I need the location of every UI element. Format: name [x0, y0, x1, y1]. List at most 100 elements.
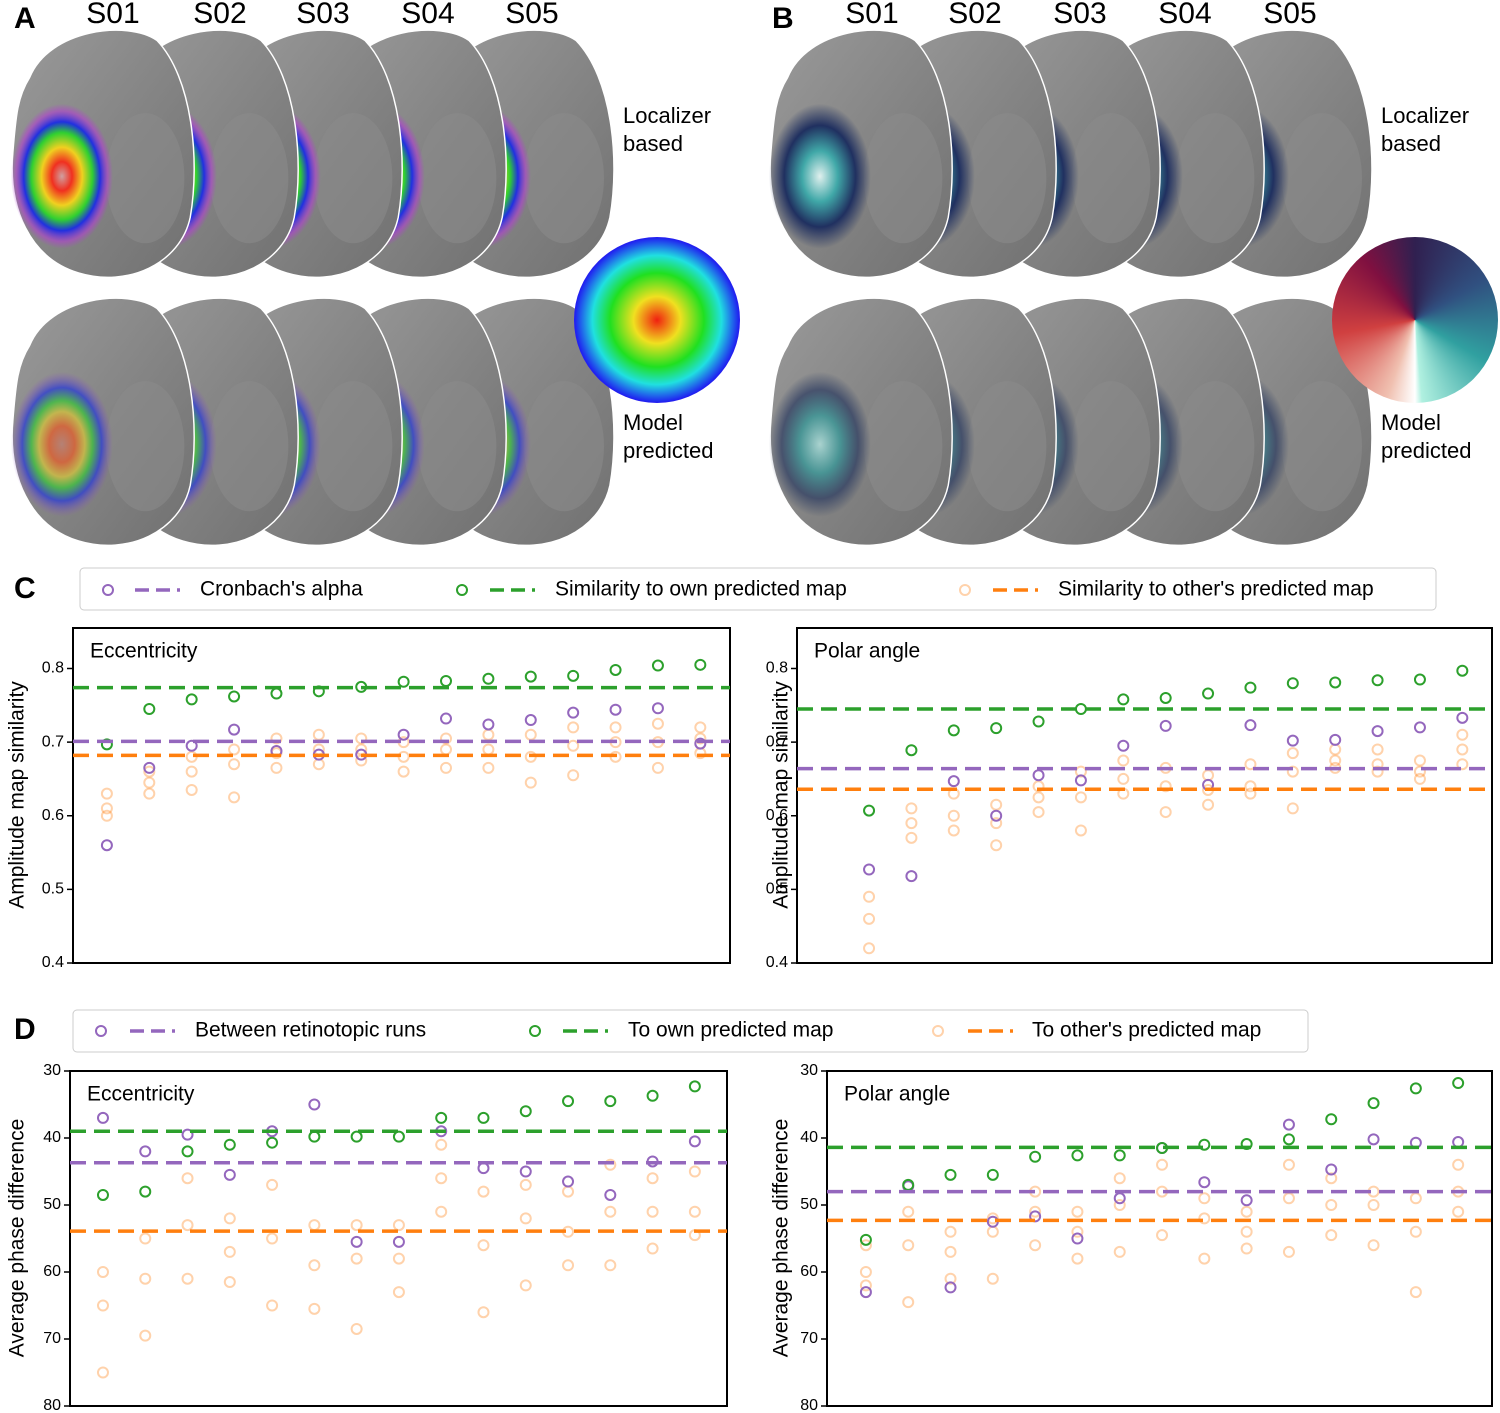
data-point	[905, 744, 918, 757]
data-point	[688, 1165, 701, 1178]
data-point	[1329, 754, 1342, 767]
data-point	[139, 1329, 152, 1342]
data-point	[1159, 806, 1172, 819]
data-point	[651, 761, 664, 774]
data-point	[266, 1232, 279, 1245]
data-point	[1074, 702, 1087, 715]
data-point	[863, 942, 876, 955]
y-tick-label: 70	[800, 1330, 818, 1347]
data-point	[1029, 1239, 1042, 1252]
cortex-fold	[210, 381, 289, 512]
data-point	[100, 839, 113, 852]
legend-marker	[959, 584, 971, 596]
data-point	[1032, 769, 1045, 782]
data-point	[1325, 1113, 1338, 1126]
subplot-title: Eccentricity	[90, 640, 198, 663]
cortex-fold	[968, 381, 1047, 512]
y-tick-label: 40	[800, 1129, 818, 1146]
row-label: Localizer based	[1381, 103, 1470, 156]
legend-label: Similarity to own predicted map	[555, 578, 847, 601]
data-point	[1286, 747, 1299, 760]
data-point	[1371, 765, 1384, 778]
data-point	[440, 675, 453, 688]
data-point	[96, 1188, 109, 1201]
retinotopic-map	[768, 371, 871, 517]
data-point	[1286, 734, 1299, 747]
legend-marker	[102, 584, 114, 596]
data-point	[482, 728, 495, 741]
data-point	[524, 776, 537, 789]
data-point	[1202, 769, 1215, 782]
data-point	[482, 743, 495, 756]
data-point	[1029, 1205, 1042, 1218]
data-point	[905, 831, 918, 844]
legend-label: Similarity to other's predicted map	[1058, 578, 1374, 601]
y-tick-label: 80	[800, 1397, 818, 1413]
cortex-fold	[210, 113, 289, 244]
data-point	[308, 1302, 321, 1315]
data-point	[1367, 1133, 1380, 1146]
cortex-fold	[864, 381, 943, 512]
subject-label: S04	[1158, 0, 1211, 30]
data-point	[1456, 728, 1469, 741]
panel-label: D	[14, 1013, 36, 1046]
data-point	[609, 703, 622, 716]
data-point	[609, 721, 622, 734]
data-point	[947, 809, 960, 822]
data-point	[100, 787, 113, 800]
data-point	[604, 1205, 617, 1218]
data-point	[1074, 774, 1087, 787]
y-tick-label: 70	[43, 1330, 61, 1347]
plot-frame	[69, 1070, 728, 1407]
data-point	[859, 1279, 872, 1292]
data-point	[1325, 1199, 1338, 1211]
data-point	[1413, 721, 1426, 734]
data-point	[1452, 1158, 1465, 1171]
cortex-fold	[418, 113, 497, 244]
data-point	[1244, 780, 1257, 793]
cortex-fold	[1176, 113, 1255, 244]
data-point	[1240, 1225, 1253, 1238]
y-axis-label: Average phase difference	[6, 1119, 29, 1358]
data-point	[1198, 1192, 1211, 1205]
data-point	[139, 1232, 152, 1245]
legend-label: To own predicted map	[628, 1019, 833, 1042]
data-point	[435, 1138, 448, 1151]
data-point	[986, 1225, 999, 1238]
data-point	[1325, 1229, 1338, 1242]
data-point	[519, 1212, 532, 1225]
data-point	[863, 890, 876, 903]
data-point	[863, 863, 876, 876]
data-point	[185, 765, 198, 778]
data-point	[567, 769, 580, 782]
data-point	[1413, 673, 1426, 686]
data-point	[562, 1185, 575, 1198]
legend-marker	[95, 1025, 107, 1037]
cortex-fold	[314, 381, 393, 512]
data-point	[477, 1111, 490, 1124]
data-point	[143, 702, 156, 715]
subplot-title: Eccentricity	[87, 1083, 195, 1106]
cortex-fold	[864, 113, 943, 244]
data-point	[223, 1276, 236, 1289]
y-tick-label: 50	[43, 1196, 61, 1213]
cortex-fold	[1176, 381, 1255, 512]
data-point	[1286, 802, 1299, 815]
data-point	[435, 1172, 448, 1185]
data-point	[1113, 1199, 1126, 1211]
data-point	[905, 870, 918, 883]
data-point	[1032, 806, 1045, 819]
legend-marker	[529, 1025, 541, 1037]
y-tick-label: 0.7	[766, 733, 788, 750]
data-point	[1244, 719, 1257, 732]
retinotopic-map	[10, 371, 113, 517]
data-point	[440, 732, 453, 745]
data-point	[181, 1272, 194, 1285]
data-point	[270, 761, 283, 774]
data-point	[1244, 787, 1257, 800]
data-point	[397, 675, 410, 688]
subject-label: S05	[505, 0, 558, 30]
data-point	[1202, 687, 1215, 700]
data-point	[308, 1098, 321, 1111]
data-point	[688, 1135, 701, 1148]
